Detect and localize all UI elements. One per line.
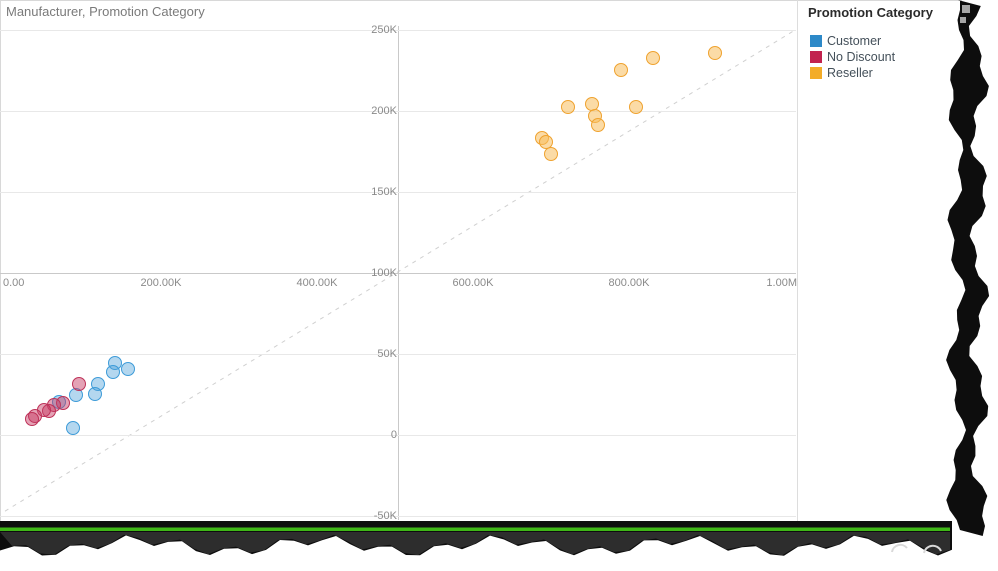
legend-swatch — [810, 50, 822, 63]
gridline-y — [0, 435, 796, 436]
point-reseller[interactable] — [707, 46, 722, 61]
point-customer[interactable] — [65, 420, 80, 435]
x-tick-label: 200.00K — [140, 277, 182, 289]
y-tick-label: -50K — [373, 510, 397, 522]
point-customer[interactable] — [88, 386, 103, 401]
statusbar-accent-line — [0, 527, 950, 531]
y-tick-label: 150K — [371, 186, 397, 198]
point-no-discount[interactable] — [25, 412, 40, 427]
legend-swatch — [810, 34, 822, 47]
window-border-left — [0, 0, 1, 522]
point-customer[interactable] — [106, 365, 121, 380]
point-no-discount[interactable] — [71, 376, 86, 391]
legend-swatch — [810, 66, 822, 79]
y-tick-label: 200K — [371, 105, 397, 117]
chart-title: Manufacturer, Promotion Category — [6, 4, 205, 19]
gridline-y — [0, 192, 796, 193]
point-reseller[interactable] — [560, 99, 575, 114]
point-reseller[interactable] — [628, 99, 643, 114]
legend-title: Promotion Category — [808, 5, 933, 20]
legend-item-label: Customer — [827, 33, 882, 48]
magnifier-icon[interactable] — [891, 543, 908, 553]
plot-area: 250K 200K 150K 100K 50K 0 -50K 0.00 200.00K 400.0… — [0, 24, 797, 522]
point-reseller[interactable] — [645, 51, 660, 66]
y-tick-label: 0 — [390, 429, 397, 441]
legend-item-label: No Discount — [827, 49, 896, 64]
y-tick-label: 50K — [377, 348, 397, 360]
window-border-top — [0, 0, 962, 1]
legend-item-reseller[interactable]: Reseller — [810, 65, 873, 80]
selection-handle — [962, 5, 970, 13]
x-tick-label: 800.00K — [608, 277, 650, 289]
gridline-y — [0, 111, 796, 112]
point-reseller[interactable] — [613, 62, 628, 77]
gridline-y — [0, 516, 796, 517]
legend-item-label: Reseller — [827, 65, 873, 80]
x-tick-label: 600.00K — [452, 277, 494, 289]
point-customer[interactable] — [121, 362, 136, 377]
x-tick-label: 0.00 — [3, 277, 25, 289]
point-reseller[interactable] — [543, 146, 558, 161]
torn-edge-right — [946, 0, 990, 536]
selection-handle — [960, 17, 966, 23]
x-tick-label: 1.00M — [766, 277, 797, 289]
legend-item-no-discount[interactable]: No Discount — [810, 49, 895, 64]
gridline-y — [0, 30, 796, 31]
legend-item-customer[interactable]: Customer — [810, 33, 881, 48]
magnifier-icon[interactable] — [923, 544, 942, 554]
statusbar-strip — [0, 532, 950, 556]
y-tick-label: 250K — [371, 24, 397, 36]
gridline-y — [0, 273, 796, 274]
legend-divider — [797, 0, 798, 521]
point-reseller[interactable] — [591, 117, 606, 132]
x-tick-label: 400.00K — [296, 277, 338, 289]
y-tick-label: 100K — [371, 267, 397, 279]
gridline-y — [0, 354, 796, 355]
